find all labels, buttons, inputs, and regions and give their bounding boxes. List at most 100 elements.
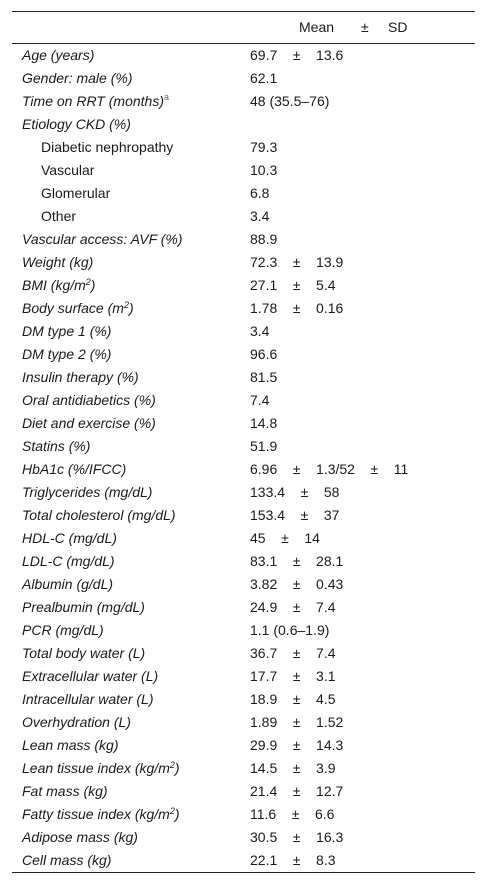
row-label: Statins (%) <box>22 435 90 458</box>
table-row: DM type 1 (%) 3.4 <box>12 320 475 343</box>
data-table: Mean ± SD Age (years) 69.7 ± 13.6 Gender: … <box>12 11 475 873</box>
table-row: PCR (mg/dL) 1.1 (0.6–1.9) <box>12 619 475 642</box>
row-label-text: Cell mass (kg) <box>22 852 112 868</box>
row-value: 14.8 <box>250 415 278 431</box>
table-row: Oral antidiabetics (%) 7.4 <box>12 389 475 412</box>
table-top-rule <box>12 11 475 12</box>
row-label-text: Triglycerides (mg/dL) <box>22 484 153 500</box>
row-value: 88.9 <box>250 231 278 247</box>
table-row: Statins (%) 51.9 <box>12 435 475 458</box>
table-row: Total cholesterol (mg/dL) 153.4 ± 37 <box>12 504 475 527</box>
row-label-text: HDL-C (mg/dL) <box>22 530 117 546</box>
row-value: 79.3 <box>250 139 278 155</box>
row-label-text: BMI (kg/m <box>22 277 86 293</box>
row-value: 45 ± 14 <box>250 530 320 546</box>
row-label-text: Insulin therapy (%) <box>22 369 139 385</box>
table-row: HbA1c (%/IFCC) 6.96 ± 1.3/52 ± 11 <box>12 458 475 481</box>
row-value: 36.7 ± 7.4 <box>250 645 336 661</box>
row-label-suffix: ) <box>174 806 180 822</box>
header-plus-minus: ± <box>361 19 369 35</box>
row-label-text: DM type 1 (%) <box>22 323 112 339</box>
header-sd: SD <box>388 19 408 35</box>
row-value: 6.8 <box>250 185 270 201</box>
row-label: Diet and exercise (%) <box>22 412 156 435</box>
table-row: Intracellular water (L) 18.9 ± 4.5 <box>12 688 475 711</box>
row-label-suffix: ) <box>174 760 180 776</box>
row-value: 133.4 ± 58 <box>250 484 340 500</box>
row-label: Body surface (m2) <box>22 297 134 320</box>
row-value: 30.5 ± 16.3 <box>250 829 344 845</box>
row-label-text: Overhydration (L) <box>22 714 131 730</box>
row-label: LDL-C (mg/dL) <box>22 550 115 573</box>
row-value: 7.4 <box>250 392 270 408</box>
row-label-text: Lean tissue index (kg/m <box>22 760 170 776</box>
row-label: DM type 1 (%) <box>22 320 111 343</box>
row-label-text: LDL-C (mg/dL) <box>22 553 115 569</box>
row-label-text: Total cholesterol (mg/dL) <box>22 507 176 523</box>
row-label-text: Vascular access: AVF (%) <box>22 231 183 247</box>
row-value: 3.82 ± 0.43 <box>250 576 344 592</box>
table-bottom-rule <box>12 872 475 873</box>
row-label-text: Fat mass (kg) <box>22 783 108 799</box>
table-row: Body surface (m2) 1.78 ± 0.16 <box>12 297 475 320</box>
row-label-text: Gender: male (%) <box>22 70 133 86</box>
row-value: 1.78 ± 0.16 <box>250 300 344 316</box>
row-label: Oral antidiabetics (%) <box>22 389 156 412</box>
row-label: Adipose mass (kg) <box>22 826 138 849</box>
row-label: Prealbumin (mg/dL) <box>22 596 145 619</box>
table-row: Etiology CKD (%) <box>12 113 475 136</box>
row-value: 1.89 ± 1.52 <box>250 714 344 730</box>
row-value: 51.9 <box>250 438 278 454</box>
row-label: Triglycerides (mg/dL) <box>22 481 152 504</box>
row-label-text: Diabetic nephropathy <box>41 139 174 155</box>
row-value: 83.1 ± 28.1 <box>250 553 344 569</box>
footnote-link[interactable]: a <box>163 92 169 102</box>
table-row: Insulin therapy (%) 81.5 <box>12 366 475 389</box>
row-value: 48 (35.5–76) <box>250 93 330 109</box>
table-row: BMI (kg/m2) 27.1 ± 5.4 <box>12 274 475 297</box>
row-value: 62.1 <box>250 70 278 86</box>
table-row: Triglycerides (mg/dL) 133.4 ± 58 <box>12 481 475 504</box>
table-row: Total body water (L) 36.7 ± 7.4 <box>12 642 475 665</box>
row-label-text: Time on RRT (months) <box>22 93 164 109</box>
row-value: 153.4 ± 37 <box>250 507 340 523</box>
row-value: 14.5 ± 3.9 <box>250 760 336 776</box>
table-row: Fatty tissue index (kg/m2) 11.6 ± 6.6 <box>12 803 475 826</box>
row-label: Weight (kg) <box>22 251 93 274</box>
table-row: LDL-C (mg/dL) 83.1 ± 28.1 <box>12 550 475 573</box>
row-label-text: Statins (%) <box>22 438 91 454</box>
table-row: DM type 2 (%) 96.6 <box>12 343 475 366</box>
table-row: Lean tissue index (kg/m2) 14.5 ± 3.9 <box>12 757 475 780</box>
row-value: 72.3 ± 13.9 <box>250 254 344 270</box>
row-value: 29.9 ± 14.3 <box>250 737 344 753</box>
row-value: 27.1 ± 5.4 <box>250 277 336 293</box>
table-row: Lean mass (kg) 29.9 ± 14.3 <box>12 734 475 757</box>
row-label-text: Glomerular <box>41 185 111 201</box>
row-value: 11.6 ± 6.6 <box>250 806 335 822</box>
row-label: Fatty tissue index (kg/m2) <box>22 803 180 826</box>
row-label: Gender: male (%) <box>22 67 132 90</box>
row-value: 3.4 <box>250 323 270 339</box>
row-value: 18.9 ± 4.5 <box>250 691 336 707</box>
row-label: Vascular access: AVF (%) <box>22 228 183 251</box>
row-label-text: Body surface (m <box>22 300 124 316</box>
row-label-text: Etiology CKD (%) <box>22 116 131 132</box>
row-label-superscript: 2 <box>169 806 175 816</box>
table-row: Albumin (g/dL) 3.82 ± 0.43 <box>12 573 475 596</box>
row-label: DM type 2 (%) <box>22 343 111 366</box>
row-label-text: Lean mass (kg) <box>22 737 119 753</box>
row-label: Lean mass (kg) <box>22 734 118 757</box>
row-label: BMI (kg/m2) <box>22 274 95 297</box>
row-label: Age (years) <box>22 44 94 67</box>
row-label: Diabetic nephropathy <box>41 136 173 159</box>
table-row: Weight (kg) 72.3 ± 13.9 <box>12 251 475 274</box>
row-label-superscript: 2 <box>169 760 175 770</box>
table-row: HDL-C (mg/dL) 45 ± 14 <box>12 527 475 550</box>
row-value: 17.7 ± 3.1 <box>250 668 336 684</box>
table-row: Vascular access: AVF (%) 88.9 <box>12 228 475 251</box>
row-label-text: Total body water (L) <box>22 645 146 661</box>
row-value: 3.4 <box>250 208 270 224</box>
row-label: Glomerular <box>41 182 110 205</box>
row-label: Albumin (g/dL) <box>22 573 113 596</box>
table-body: Age (years) 69.7 ± 13.6 Gender: male (%) 62… <box>12 44 475 872</box>
